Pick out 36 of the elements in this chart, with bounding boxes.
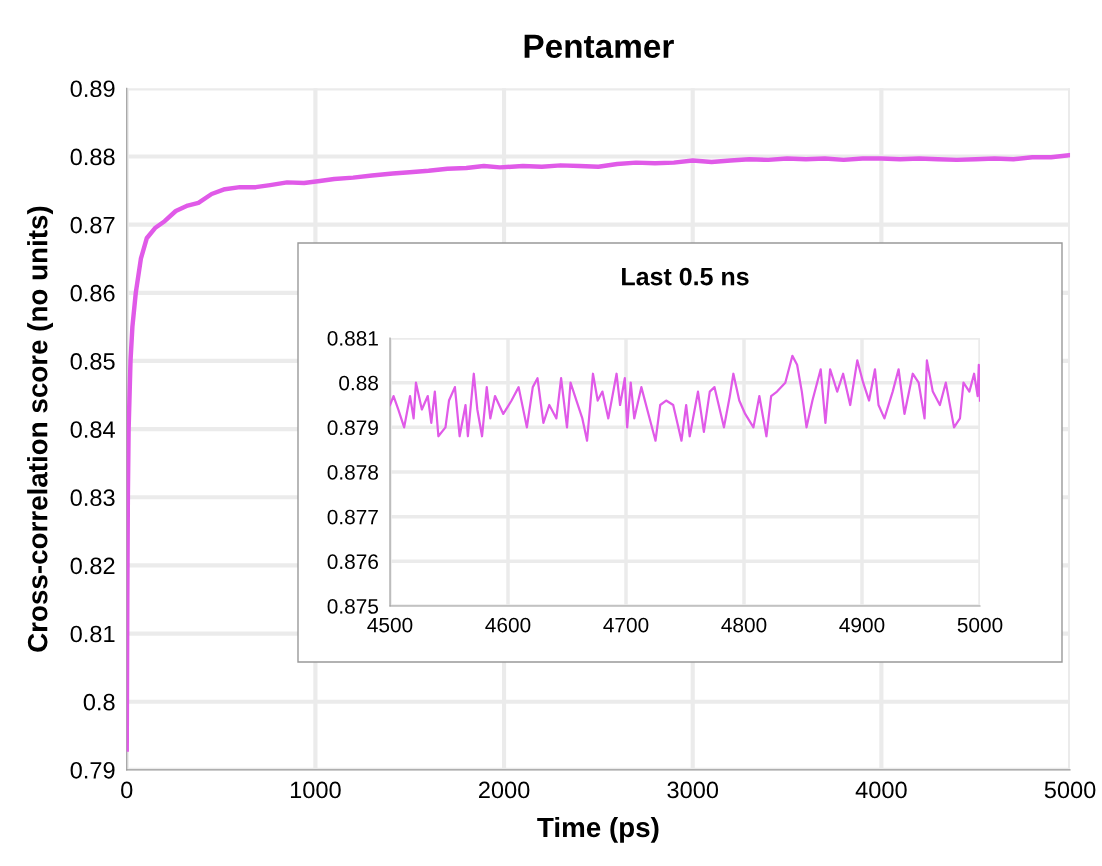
y-tick-label: 0.881 <box>327 331 378 346</box>
x-tick-label: 4000 <box>855 781 907 799</box>
x-tick-label: 4700 <box>603 617 649 633</box>
y-tick-label: 0.79 <box>70 761 115 779</box>
y-tick-label: 0.879 <box>327 420 378 436</box>
y-tick-label: 0.83 <box>70 489 115 507</box>
x-tick-label: 4900 <box>839 617 885 633</box>
y-tick-label: 0.84 <box>70 421 115 438</box>
x-tick-label: 5000 <box>957 617 1003 633</box>
y-tick-label: 0.88 <box>70 148 115 166</box>
y-tick-label: 0.877 <box>327 509 378 525</box>
y-tick-label: 0.89 <box>70 80 115 98</box>
y-tick-label: 0.876 <box>327 554 378 570</box>
x-tick-label: 3000 <box>667 781 719 799</box>
x-tick-label: 4500 <box>367 617 413 633</box>
y-tick-label: 0.878 <box>327 465 378 480</box>
x-tick-label: 4800 <box>721 617 767 633</box>
y-tick-label: 0.86 <box>70 284 115 302</box>
y-axis-title: Cross-correlation score (no units) <box>27 206 53 652</box>
x-tick-label: 1000 <box>290 781 341 799</box>
x-tick-label: 4600 <box>485 617 531 633</box>
x-tick-label: 2000 <box>478 781 530 799</box>
y-tick-label: 0.81 <box>70 625 115 643</box>
line-series <box>390 354 980 442</box>
y-tick-label: 0.88 <box>339 375 378 391</box>
y-tick-label: 0.875 <box>327 599 379 614</box>
chart-title: Pentamer <box>524 34 674 59</box>
chart-title: Last 0.5 ns <box>622 267 749 286</box>
line-series <box>126 152 1071 752</box>
x-tick-label: 0 <box>121 781 133 799</box>
y-tick-label: 0.87 <box>70 216 115 234</box>
y-tick-label: 0.8 <box>83 693 115 711</box>
x-tick-label: 5000 <box>1044 781 1096 799</box>
y-tick-label: 0.85 <box>70 353 115 370</box>
x-axis-title: Time (ps) <box>537 816 659 843</box>
y-tick-label: 0.82 <box>70 557 115 575</box>
